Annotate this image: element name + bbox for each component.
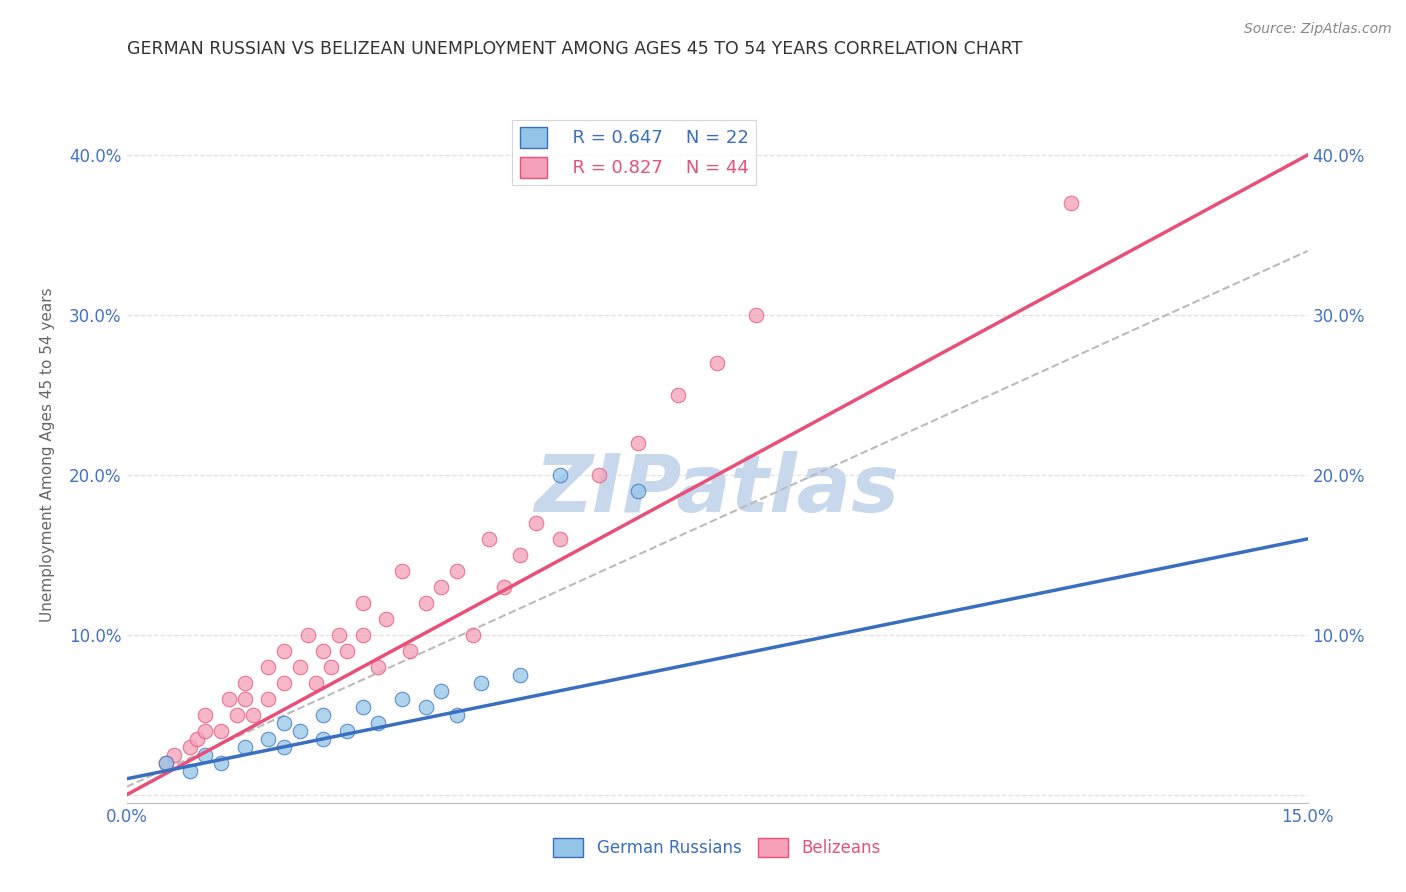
Point [399, 644, 422, 658]
Point [375, 612, 398, 626]
Legend: German Russians, Belizeans: German Russians, Belizeans [547, 831, 887, 864]
Point [328, 628, 350, 642]
Point [494, 580, 516, 594]
Point [312, 707, 335, 722]
Point [233, 691, 256, 706]
Point [209, 756, 232, 770]
Point [257, 660, 280, 674]
Point [273, 715, 295, 730]
Point [233, 676, 256, 690]
Point [509, 668, 531, 682]
Point [627, 436, 650, 450]
Point [367, 715, 389, 730]
Point [391, 691, 413, 706]
Point [446, 564, 468, 578]
Point [312, 644, 335, 658]
Point [179, 764, 201, 778]
Point [415, 699, 437, 714]
Point [336, 644, 359, 658]
Point [257, 691, 280, 706]
Point [509, 548, 531, 562]
Text: GERMAN RUSSIAN VS BELIZEAN UNEMPLOYMENT AMONG AGES 45 TO 54 YEARS CORRELATION CH: GERMAN RUSSIAN VS BELIZEAN UNEMPLOYMENT … [127, 40, 1022, 58]
Point [233, 739, 256, 754]
Point [470, 676, 492, 690]
Point [225, 707, 247, 722]
Point [288, 723, 311, 738]
Point [352, 596, 374, 610]
Point [548, 532, 571, 546]
Point [352, 699, 374, 714]
Point [461, 628, 484, 642]
Point [321, 660, 343, 674]
Point [312, 731, 335, 746]
Point [627, 483, 650, 498]
Point [548, 467, 571, 482]
Point [288, 660, 311, 674]
Point [273, 676, 295, 690]
Text: ZIPatlas: ZIPatlas [534, 450, 900, 529]
Point [179, 739, 201, 754]
Point [155, 756, 177, 770]
Point [194, 747, 217, 762]
Y-axis label: Unemployment Among Ages 45 to 54 years: Unemployment Among Ages 45 to 54 years [41, 287, 55, 623]
Point [297, 628, 319, 642]
Point [446, 707, 468, 722]
Point [478, 532, 501, 546]
Point [273, 644, 295, 658]
Point [336, 723, 359, 738]
Point [706, 356, 728, 370]
Point [218, 691, 240, 706]
Point [588, 467, 610, 482]
Point [415, 596, 437, 610]
Point [430, 683, 453, 698]
Text: Source: ZipAtlas.com: Source: ZipAtlas.com [1244, 22, 1392, 37]
Point [745, 308, 768, 322]
Point [155, 756, 177, 770]
Point [352, 628, 374, 642]
Point [524, 516, 547, 530]
Point [391, 564, 413, 578]
Point [273, 739, 295, 754]
Point [430, 580, 453, 594]
Point [242, 707, 264, 722]
Point [367, 660, 389, 674]
Point [304, 676, 326, 690]
Point [186, 731, 208, 746]
Point [194, 723, 217, 738]
Point [163, 747, 186, 762]
Point [194, 707, 217, 722]
Point [666, 388, 689, 402]
Point [209, 723, 232, 738]
Point [257, 731, 280, 746]
Point [1060, 196, 1083, 211]
